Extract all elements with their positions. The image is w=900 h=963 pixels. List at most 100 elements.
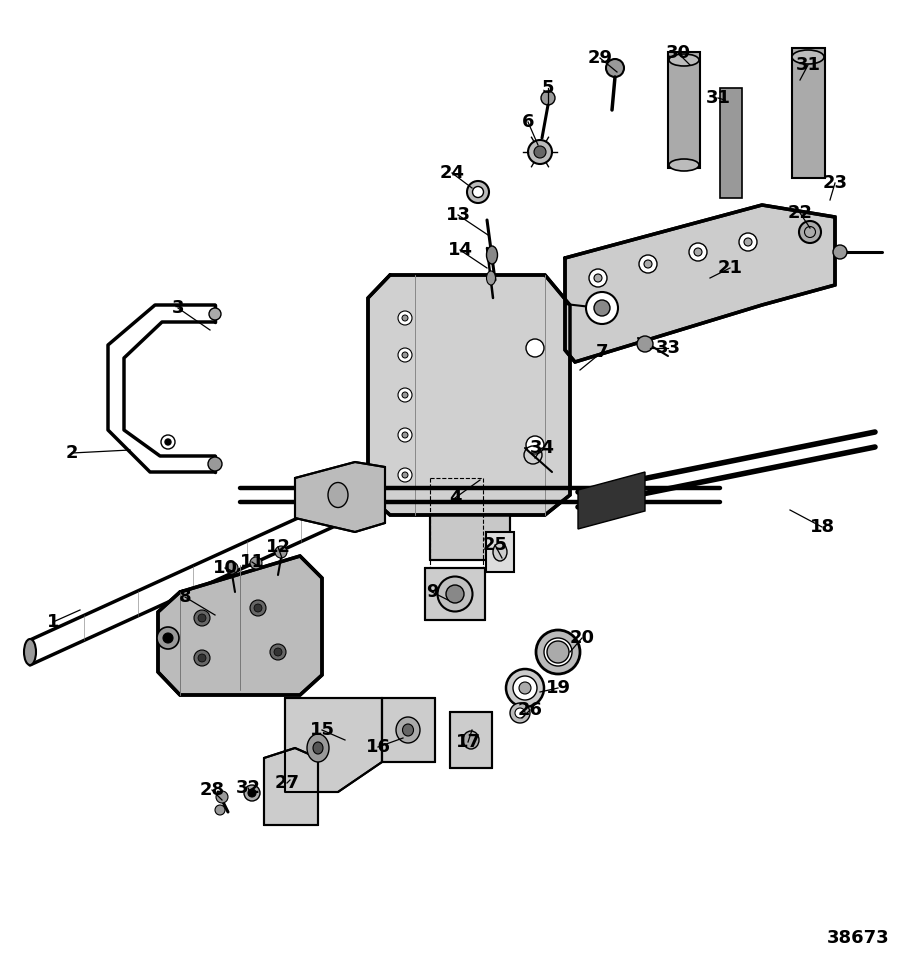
- Circle shape: [398, 468, 412, 482]
- Ellipse shape: [487, 246, 498, 264]
- Circle shape: [739, 233, 757, 251]
- Ellipse shape: [510, 703, 530, 723]
- Polygon shape: [720, 88, 742, 198]
- Ellipse shape: [493, 543, 507, 561]
- Text: 10: 10: [212, 559, 238, 577]
- Polygon shape: [285, 698, 382, 792]
- Circle shape: [526, 436, 544, 454]
- Polygon shape: [382, 698, 435, 762]
- Circle shape: [208, 457, 222, 471]
- Polygon shape: [450, 712, 492, 768]
- Text: 29: 29: [588, 49, 613, 67]
- Polygon shape: [565, 205, 835, 362]
- Ellipse shape: [402, 724, 413, 736]
- Ellipse shape: [487, 271, 496, 285]
- Circle shape: [744, 238, 752, 246]
- Ellipse shape: [472, 187, 483, 197]
- Polygon shape: [368, 275, 570, 515]
- Circle shape: [398, 428, 412, 442]
- Text: 12: 12: [266, 538, 291, 556]
- Ellipse shape: [669, 159, 699, 171]
- Text: 31: 31: [796, 56, 821, 74]
- Text: 22: 22: [788, 204, 813, 222]
- Ellipse shape: [792, 50, 824, 64]
- Circle shape: [402, 352, 408, 358]
- Text: 15: 15: [310, 721, 335, 739]
- Ellipse shape: [594, 300, 610, 316]
- Ellipse shape: [396, 717, 420, 743]
- Circle shape: [689, 243, 707, 261]
- Circle shape: [163, 633, 173, 643]
- Text: 20: 20: [570, 629, 595, 647]
- Circle shape: [402, 472, 408, 478]
- Circle shape: [157, 627, 179, 649]
- Ellipse shape: [536, 630, 580, 674]
- Circle shape: [547, 641, 569, 663]
- Circle shape: [639, 255, 657, 273]
- Circle shape: [398, 311, 412, 325]
- Circle shape: [644, 260, 652, 268]
- Text: 1: 1: [47, 613, 59, 631]
- Circle shape: [250, 557, 262, 569]
- Text: 18: 18: [809, 518, 834, 536]
- Text: 25: 25: [482, 536, 508, 554]
- Circle shape: [248, 789, 256, 797]
- Text: 19: 19: [545, 679, 571, 697]
- Circle shape: [534, 146, 546, 158]
- Polygon shape: [295, 462, 385, 532]
- Ellipse shape: [307, 734, 329, 762]
- Circle shape: [694, 248, 702, 256]
- Ellipse shape: [463, 731, 479, 749]
- Polygon shape: [264, 748, 318, 825]
- Circle shape: [528, 140, 552, 164]
- Circle shape: [215, 805, 225, 815]
- Circle shape: [398, 388, 412, 402]
- Text: 4: 4: [449, 489, 461, 507]
- Ellipse shape: [669, 54, 699, 66]
- Ellipse shape: [467, 181, 489, 203]
- Text: 7: 7: [596, 343, 608, 361]
- Circle shape: [606, 59, 624, 77]
- Polygon shape: [792, 48, 825, 178]
- Ellipse shape: [328, 482, 348, 508]
- Ellipse shape: [519, 682, 531, 694]
- Circle shape: [275, 546, 287, 558]
- Text: 3: 3: [172, 299, 184, 317]
- Circle shape: [250, 600, 266, 616]
- Circle shape: [209, 308, 221, 320]
- Circle shape: [589, 269, 607, 287]
- Text: 13: 13: [446, 206, 471, 224]
- Circle shape: [226, 562, 238, 574]
- Ellipse shape: [799, 221, 821, 243]
- Circle shape: [526, 339, 544, 357]
- Ellipse shape: [513, 676, 537, 700]
- Text: 34: 34: [529, 439, 554, 457]
- Text: 8: 8: [179, 588, 192, 606]
- Ellipse shape: [515, 708, 525, 718]
- Circle shape: [194, 650, 210, 666]
- Ellipse shape: [446, 585, 464, 603]
- Text: 31: 31: [706, 89, 731, 107]
- Text: 6: 6: [522, 113, 535, 131]
- Polygon shape: [578, 472, 645, 529]
- Text: 17: 17: [455, 733, 481, 751]
- Text: 27: 27: [274, 774, 300, 792]
- Text: 11: 11: [239, 553, 265, 571]
- Circle shape: [594, 274, 602, 282]
- Text: 38673: 38673: [827, 929, 889, 947]
- Text: 14: 14: [447, 241, 473, 259]
- Circle shape: [398, 348, 412, 362]
- Ellipse shape: [313, 742, 323, 754]
- Circle shape: [637, 336, 653, 352]
- Text: 33: 33: [655, 339, 680, 357]
- Circle shape: [402, 432, 408, 438]
- Polygon shape: [668, 52, 700, 168]
- Polygon shape: [486, 532, 514, 572]
- Ellipse shape: [437, 577, 472, 612]
- Polygon shape: [425, 568, 485, 620]
- Text: 16: 16: [365, 738, 391, 756]
- Text: 23: 23: [823, 174, 848, 192]
- Ellipse shape: [24, 639, 36, 665]
- Circle shape: [254, 604, 262, 612]
- Circle shape: [270, 644, 286, 660]
